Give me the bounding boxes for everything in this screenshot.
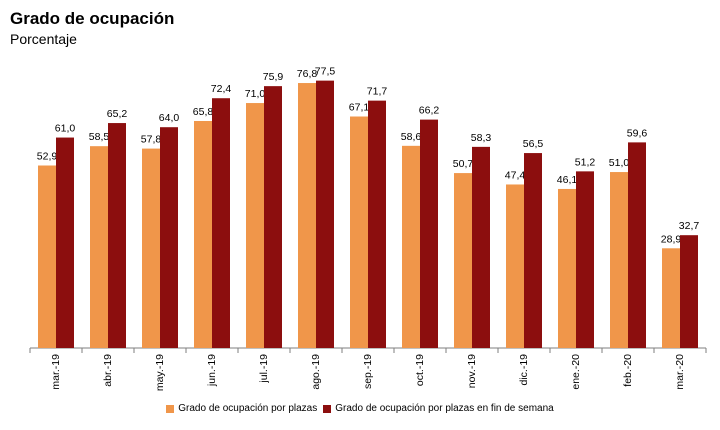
bar-fin-de-semana-0 — [56, 137, 74, 348]
data-label-fin-de-semana-9: 56,5 — [523, 138, 544, 150]
bar-fin-de-semana-7 — [420, 119, 438, 348]
data-label-plazas-2: 57,8 — [141, 134, 162, 146]
chart-legend: Grado de ocupación por plazas Grado de o… — [0, 403, 720, 414]
bar-fin-de-semana-12 — [680, 235, 698, 348]
bar-fin-de-semana-9 — [524, 153, 542, 348]
bar-plazas-7 — [402, 145, 420, 348]
data-label-plazas-3: 65,8 — [193, 106, 214, 118]
legend-label-plazas: Grado de ocupación por plazas — [178, 403, 318, 414]
data-label-fin-de-semana-12: 32,7 — [679, 220, 700, 232]
data-label-plazas-0: 52,9 — [37, 150, 58, 162]
bar-plazas-4 — [246, 103, 264, 348]
data-label-plazas-1: 58,5 — [89, 131, 110, 143]
bar-plazas-2 — [142, 148, 160, 348]
bar-plazas-11 — [610, 172, 628, 348]
data-label-plazas-10: 46,1 — [557, 174, 578, 186]
bar-fin-de-semana-1 — [108, 123, 126, 348]
x-tick-label-0: mar.-19 — [50, 354, 62, 390]
data-label-fin-de-semana-10: 51,2 — [575, 156, 596, 168]
bar-plazas-12 — [662, 248, 680, 348]
x-tick-label-6: sep.-19 — [362, 354, 374, 389]
data-label-plazas-11: 51,0 — [609, 157, 630, 169]
chart-title: Grado de ocupación — [10, 9, 175, 28]
bar-plazas-6 — [350, 116, 368, 348]
chart-subtitle: Porcentaje — [10, 31, 77, 47]
data-label-fin-de-semana-0: 61,0 — [55, 123, 76, 135]
legend-item-plazas: Grado de ocupación por plazas — [166, 403, 317, 414]
data-label-fin-de-semana-1: 65,2 — [107, 108, 128, 120]
bar-chart: 52,9 61,0 mar.-19 58,5 65,2 abr.-19 57,8 64,0 ma… — [29, 66, 707, 391]
bar-fin-de-semana-6 — [368, 100, 386, 348]
data-label-fin-de-semana-2: 64,0 — [159, 112, 180, 124]
x-tick-label-9: dic.-19 — [518, 354, 530, 386]
data-label-fin-de-semana-7: 66,2 — [419, 105, 440, 117]
bar-plazas-5 — [298, 83, 316, 348]
legend-label-fin-de-semana: Grado de ocupación por plazas en fin de … — [335, 403, 554, 414]
data-label-plazas-9: 47,4 — [505, 169, 526, 181]
legend-swatch-plazas — [166, 404, 175, 413]
data-label-plazas-6: 67,1 — [349, 102, 370, 114]
data-label-plazas-12: 28,9 — [661, 233, 682, 245]
x-tick-label-2: may.-19 — [154, 354, 166, 391]
x-tick-label-10: ene.-20 — [570, 354, 582, 390]
data-label-fin-de-semana-3: 72,4 — [211, 83, 232, 95]
data-label-plazas-4: 71,0 — [245, 88, 266, 100]
bar-fin-de-semana-8 — [472, 146, 490, 348]
bar-plazas-0 — [38, 165, 56, 348]
bar-plazas-1 — [90, 146, 108, 348]
bar-fin-de-semana-4 — [264, 86, 282, 349]
x-tick-label-3: jun.-19 — [206, 354, 218, 387]
bar-fin-de-semana-2 — [160, 127, 178, 348]
legend-swatch-fin-de-semana — [323, 404, 332, 413]
x-tick-label-8: nov.-19 — [466, 354, 478, 388]
data-label-plazas-8: 50,7 — [453, 158, 474, 170]
data-label-fin-de-semana-5: 77,5 — [315, 66, 336, 78]
bar-fin-de-semana-11 — [628, 142, 646, 348]
x-tick-label-7: oct.-19 — [414, 354, 426, 386]
data-label-fin-de-semana-4: 75,9 — [263, 71, 284, 83]
x-tick-label-12: mar.-20 — [674, 354, 686, 390]
data-label-fin-de-semana-11: 59,6 — [627, 127, 648, 139]
bar-fin-de-semana-10 — [576, 171, 594, 348]
data-label-plazas-5: 76,8 — [297, 68, 318, 80]
legend-item-fin-de-semana: Grado de ocupación por plazas en fin de … — [323, 403, 554, 414]
x-tick-label-5: ago.-19 — [310, 354, 322, 390]
bar-plazas-10 — [558, 188, 576, 348]
bar-fin-de-semana-3 — [212, 98, 230, 348]
data-label-plazas-7: 58,6 — [401, 131, 422, 143]
data-label-fin-de-semana-6: 71,7 — [367, 86, 388, 98]
x-tick-label-4: jul.-19 — [258, 354, 270, 384]
bar-plazas-8 — [454, 173, 472, 348]
data-label-fin-de-semana-8: 58,3 — [471, 132, 492, 144]
bar-plazas-3 — [194, 120, 212, 349]
x-tick-label-11: feb.-20 — [622, 354, 634, 387]
bar-plazas-9 — [506, 184, 524, 348]
x-tick-label-1: abr.-19 — [102, 354, 114, 387]
bar-fin-de-semana-5 — [316, 80, 334, 348]
